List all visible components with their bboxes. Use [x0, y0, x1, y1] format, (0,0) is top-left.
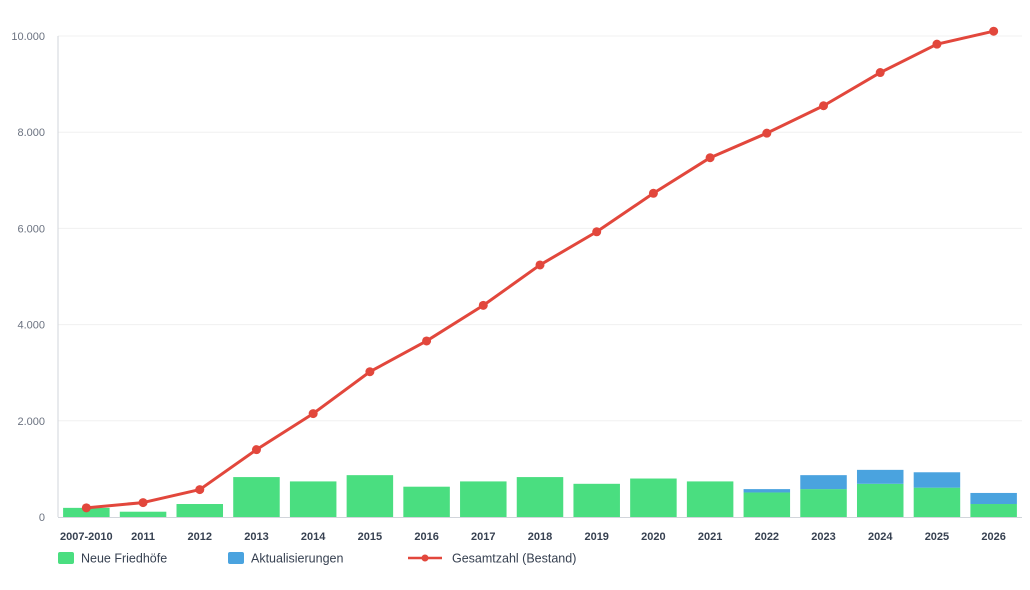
bars — [63, 469, 1017, 517]
x-tick-label: 2023 — [811, 531, 835, 543]
line-point — [365, 367, 375, 377]
bar-neue-friedhoefe — [970, 504, 1017, 517]
bar-neue-friedhoefe — [516, 477, 564, 517]
y-axis: 0 2.000 4.000 6.000 8.000 10.000 — [11, 31, 59, 524]
legend-item[interactable]: Neue Friedhöfe — [58, 552, 167, 566]
x-tick-label: 2012 — [188, 531, 212, 543]
bar-aktualisierungen — [856, 469, 904, 484]
line-point — [592, 227, 602, 237]
legend-item[interactable]: Gesamtzahl (Bestand) — [408, 552, 576, 566]
x-tick-label: 2021 — [698, 531, 722, 543]
bar-neue-friedhoefe — [346, 475, 394, 517]
bar-neue-friedhoefe — [176, 504, 224, 517]
x-axis: 2007-2010 2011 2012 2013 2014 2015 2016 2017 201… — [58, 517, 1022, 543]
line-point — [308, 409, 318, 419]
x-tick-label: 2013 — [244, 531, 268, 543]
bar-neue-friedhoefe — [743, 492, 791, 517]
y-tick-label: 10.000 — [11, 31, 45, 43]
legend-label: Neue Friedhöfe — [81, 552, 167, 566]
line-point — [705, 153, 715, 163]
line-point — [648, 188, 658, 198]
x-tick-label: 2025 — [925, 531, 949, 543]
line-point — [989, 26, 999, 36]
legend-line-marker — [421, 554, 429, 562]
line-point — [932, 39, 942, 49]
line-point — [819, 101, 829, 111]
legend-label: Gesamtzahl (Bestand) — [452, 552, 576, 566]
line-series — [81, 26, 999, 513]
x-tick-label: 2019 — [584, 531, 608, 543]
bar-aktualisierungen — [743, 489, 791, 493]
bar-neue-friedhoefe — [460, 481, 507, 517]
bar-neue-friedhoefe — [63, 507, 110, 517]
line-point — [478, 300, 488, 310]
bar-aktualisierungen — [970, 492, 1017, 505]
y-tick-label: 8.000 — [17, 127, 45, 139]
x-tick-label: 2016 — [414, 531, 438, 543]
y-tick-label: 0 — [39, 512, 45, 524]
bar-aktualisierungen — [913, 472, 961, 488]
x-tick-label: 2007-2010 — [60, 531, 113, 543]
bar-neue-friedhoefe — [913, 487, 961, 517]
legend-swatch — [228, 552, 244, 564]
x-tick-label: 2014 — [301, 531, 326, 543]
y-tick-label: 2.000 — [17, 416, 45, 428]
bar-neue-friedhoefe — [573, 483, 620, 517]
x-tick-label: 2017 — [471, 531, 495, 543]
y-tick-label: 6.000 — [17, 223, 45, 235]
line-point — [422, 336, 432, 346]
x-tick-label: 2015 — [358, 531, 382, 543]
line-point — [251, 445, 261, 455]
line-point — [762, 128, 772, 138]
x-tick-label: 2011 — [131, 531, 155, 543]
legend-label: Aktualisierungen — [251, 552, 343, 566]
line-point — [81, 503, 91, 513]
line-point — [195, 485, 205, 495]
bar-neue-friedhoefe — [630, 478, 677, 517]
grid-lines — [58, 35, 1022, 422]
x-tick-label: 2020 — [641, 531, 665, 543]
legend-swatch — [58, 552, 74, 564]
line-point — [535, 260, 545, 270]
bar-neue-friedhoefe — [800, 489, 847, 517]
y-tick-label: 4.000 — [17, 320, 45, 332]
bar-neue-friedhoefe — [233, 477, 280, 517]
x-tick-label: 2018 — [528, 531, 552, 543]
legend: Neue Friedhöfe Aktualisierungen Gesamtzahl… — [58, 552, 576, 566]
bar-aktualisierungen — [800, 475, 847, 490]
x-tick-label: 2026 — [981, 531, 1005, 543]
bar-neue-friedhoefe — [856, 483, 904, 517]
line-gesamtzahl — [84, 29, 996, 510]
x-tick-label: 2024 — [868, 531, 893, 543]
legend-item[interactable]: Aktualisierungen — [228, 552, 343, 566]
line-point — [138, 498, 148, 508]
x-tick-label: 2022 — [755, 531, 779, 543]
line-point — [875, 68, 885, 78]
bar-neue-friedhoefe — [403, 486, 450, 517]
bar-neue-friedhoefe — [289, 481, 337, 517]
bar-neue-friedhoefe — [686, 481, 734, 517]
bar-neue-friedhoefe — [119, 511, 167, 517]
